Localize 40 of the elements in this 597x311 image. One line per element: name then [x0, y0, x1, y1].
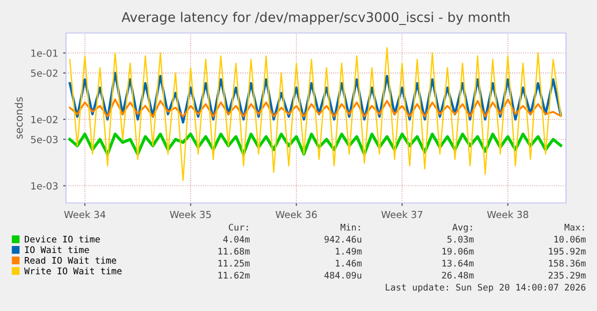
text: 5.03m: [447, 236, 474, 243]
text: 11.68m: [218, 248, 250, 255]
legend-label: Device IO time: [24, 236, 100, 243]
legend-label: IO Wait time: [25, 246, 89, 254]
text: Cur:: [228, 224, 248, 231]
text: 1.49m: [336, 248, 362, 255]
text: 19.06m: [442, 248, 474, 255]
x-tick-label: Week 38: [487, 210, 528, 218]
text: 235.29m: [548, 272, 586, 279]
x-tick-label: Week 36: [276, 210, 317, 218]
text: 1.46m: [336, 260, 362, 267]
text: 10.06m: [554, 236, 586, 243]
line-series: [69, 47, 562, 182]
y-axis-title: seconds: [14, 97, 23, 139]
text: 484.09u: [324, 272, 362, 279]
text: Avg:: [452, 224, 472, 232]
y-tick-label: 1e-03: [31, 182, 58, 190]
text: 195.92m: [549, 248, 586, 255]
chart-title: Average latency for /dev/mapper/scv3000_iscsi - by month: [122, 12, 510, 25]
line-series: [68, 98, 562, 118]
x-tick-label: Week 37: [381, 210, 422, 218]
text: 942.46u: [324, 236, 362, 243]
y-tick-label: 1e-01: [31, 49, 58, 57]
text: 158.36m: [549, 260, 586, 267]
y-tick-label: 1e-02: [31, 116, 58, 124]
text: Last update: Sun Sep 20 14:00:07 2026: [386, 284, 586, 292]
text: 11.25m: [218, 260, 250, 267]
x-tick-label: Week 35: [170, 210, 211, 218]
text: 26.48m: [442, 272, 474, 279]
text: 11.62m: [218, 272, 250, 279]
text: 13.64m: [442, 260, 474, 267]
text: Min:: [340, 224, 360, 231]
text: 4.04m: [223, 236, 250, 243]
y-tick-label: 5e-02: [31, 69, 58, 77]
legend-label: Read IO Wait time: [24, 256, 116, 264]
legend-label: Write IO Wait time: [24, 267, 122, 274]
x-tick-label: Week 34: [64, 210, 106, 218]
text: Max:: [564, 224, 584, 231]
line-series: [68, 72, 562, 124]
y-tick-label: 5e-03: [31, 136, 58, 144]
